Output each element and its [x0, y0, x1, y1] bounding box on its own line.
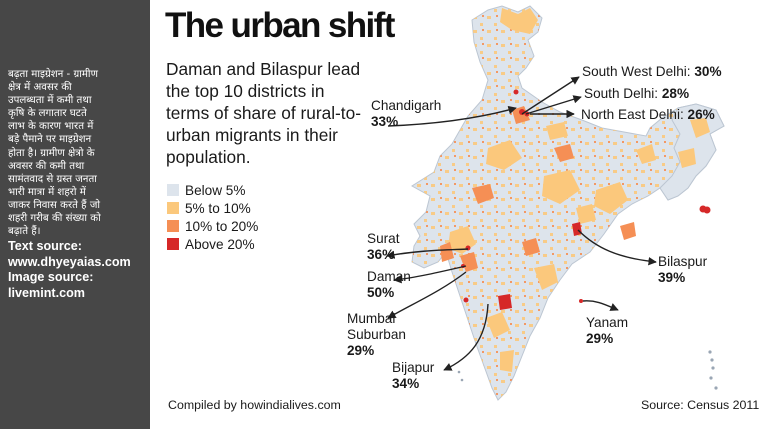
- legend-item: 10% to 20%: [167, 217, 258, 235]
- islands: [457, 350, 718, 390]
- district-value: 50%: [367, 285, 395, 300]
- district-name: South Delhi: [584, 86, 655, 101]
- legend-label: 10% to 20%: [185, 218, 259, 234]
- image-source-label: Image source:: [8, 270, 94, 285]
- northeast-district: [699, 205, 707, 213]
- district-value: 39%: [658, 270, 686, 285]
- district-name: South West Delhi: [582, 64, 687, 79]
- highlight-districts: [461, 89, 711, 310]
- image-source-url: livemint.com: [8, 285, 85, 300]
- label-bijapur: Bijapur 34%: [392, 360, 434, 392]
- footer-source: Source: Census 2011: [641, 398, 760, 412]
- district-value: 30%: [694, 64, 722, 79]
- sidebar-text: बढ़ता माइग्रेशन - ग्रामीण क्षेत्र में अव…: [8, 69, 101, 238]
- text-source-url: www.dhyeyaias.com: [8, 254, 131, 269]
- label-mumbai-suburban: Mumbai Suburban 29%: [347, 311, 437, 359]
- district-name: Daman: [367, 269, 411, 284]
- label-surat: Surat 36%: [367, 231, 400, 263]
- label-yanam: Yanam 29%: [586, 315, 628, 347]
- label-chandigarh: Chandigarh 33%: [371, 98, 441, 130]
- leader-lines: [386, 76, 657, 371]
- district-name: Mumbai Suburban: [347, 311, 406, 342]
- legend-label: Below 5%: [185, 182, 246, 198]
- legend-label: Above 20%: [185, 236, 255, 252]
- india-map: [386, 5, 725, 401]
- district-value: 36%: [367, 247, 395, 262]
- subtitle: Daman and Bilaspur lead the top 10 distr…: [166, 59, 361, 167]
- page-title: The urban shift: [165, 6, 395, 45]
- infographic: The urban shift Daman and Bilaspur lead …: [150, 0, 774, 429]
- label-south-delhi: South Delhi: 28%: [584, 86, 690, 101]
- legend-swatch: [167, 220, 179, 232]
- district-value: 34%: [392, 376, 420, 391]
- legend-item: Above 20%: [167, 235, 258, 253]
- district-value: 33%: [371, 114, 399, 129]
- legend-label: 5% to 10%: [185, 200, 251, 216]
- label-bilaspur: Bilaspur 39%: [658, 254, 707, 286]
- district-name: North East Delhi: [581, 107, 680, 122]
- district-value: 28%: [661, 86, 690, 101]
- district-value: 29%: [347, 343, 375, 358]
- label-north-east-delhi: North East Delhi: 26%: [581, 107, 715, 122]
- legend-item: Below 5%: [167, 181, 258, 199]
- district-name: Bilaspur: [658, 254, 708, 269]
- district-value: 26%: [687, 107, 715, 122]
- legend-swatch: [167, 238, 179, 250]
- legend: Below 5% 5% to 10% 10% to 20% Above 20%: [167, 181, 258, 253]
- district-name: Surat: [367, 231, 400, 246]
- district-value: 29%: [586, 331, 614, 346]
- legend-swatch: [167, 184, 179, 196]
- district-pattern: [412, 6, 724, 400]
- district-name: Yanam: [586, 315, 629, 330]
- label-south-west-delhi: South West Delhi: 30%: [582, 64, 722, 79]
- district-name: Chandigarh: [371, 98, 442, 113]
- footer-compiled: Compiled by howindialives.com: [168, 398, 341, 412]
- text-source-label: Text source:: [8, 239, 82, 254]
- legend-swatch: [167, 202, 179, 214]
- district-name: Bijapur: [392, 360, 435, 375]
- sidebar-panel: बढ़ता माइग्रेशन - ग्रामीण क्षेत्र में अव…: [0, 0, 150, 429]
- label-daman: Daman 50%: [367, 269, 411, 301]
- legend-item: 5% to 10%: [167, 199, 258, 217]
